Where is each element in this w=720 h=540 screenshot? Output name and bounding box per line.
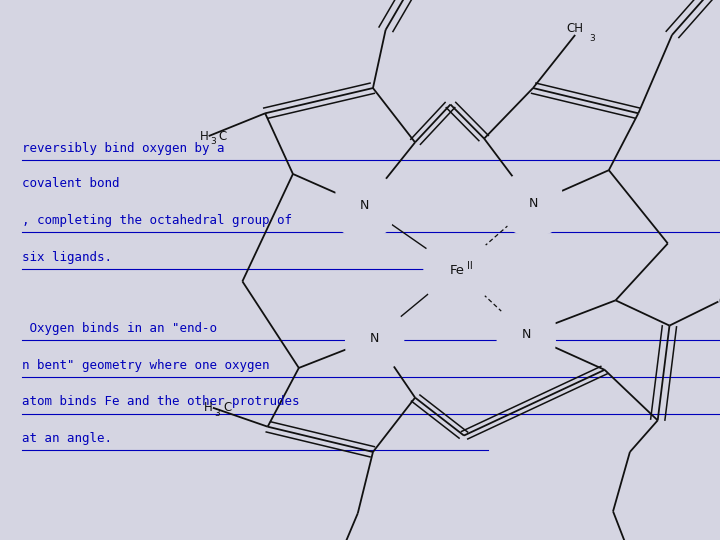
Text: N: N [360, 199, 369, 212]
Text: Fe: Fe [450, 264, 464, 276]
Text: atom binds Fe and the other protrudes: atom binds Fe and the other protrudes [22, 395, 299, 408]
Text: N: N [521, 328, 531, 341]
Text: II: II [467, 261, 473, 271]
Text: C: C [219, 130, 227, 143]
Text: , completing the octahedral group of: , completing the octahedral group of [22, 214, 292, 227]
Text: 3: 3 [210, 137, 216, 146]
Text: H: H [204, 401, 213, 414]
Text: at an angle.: at an angle. [22, 432, 112, 445]
Text: reversibly bind oxygen by a: reversibly bind oxygen by a [22, 142, 232, 155]
Text: 3: 3 [590, 33, 595, 43]
Text: covalent bond: covalent bond [22, 177, 119, 190]
Text: 3: 3 [215, 409, 220, 417]
Text: CH: CH [719, 295, 720, 308]
Text: Oxygen binds in an "end-o: Oxygen binds in an "end-o [22, 322, 217, 335]
Text: N: N [370, 332, 379, 345]
Text: six ligands.: six ligands. [22, 251, 112, 264]
Text: H: H [200, 130, 209, 143]
Text: n bent" geometry where one oxygen: n bent" geometry where one oxygen [22, 359, 269, 372]
Text: CH: CH [567, 22, 584, 35]
Text: N: N [528, 197, 538, 210]
Text: C: C [223, 401, 231, 414]
